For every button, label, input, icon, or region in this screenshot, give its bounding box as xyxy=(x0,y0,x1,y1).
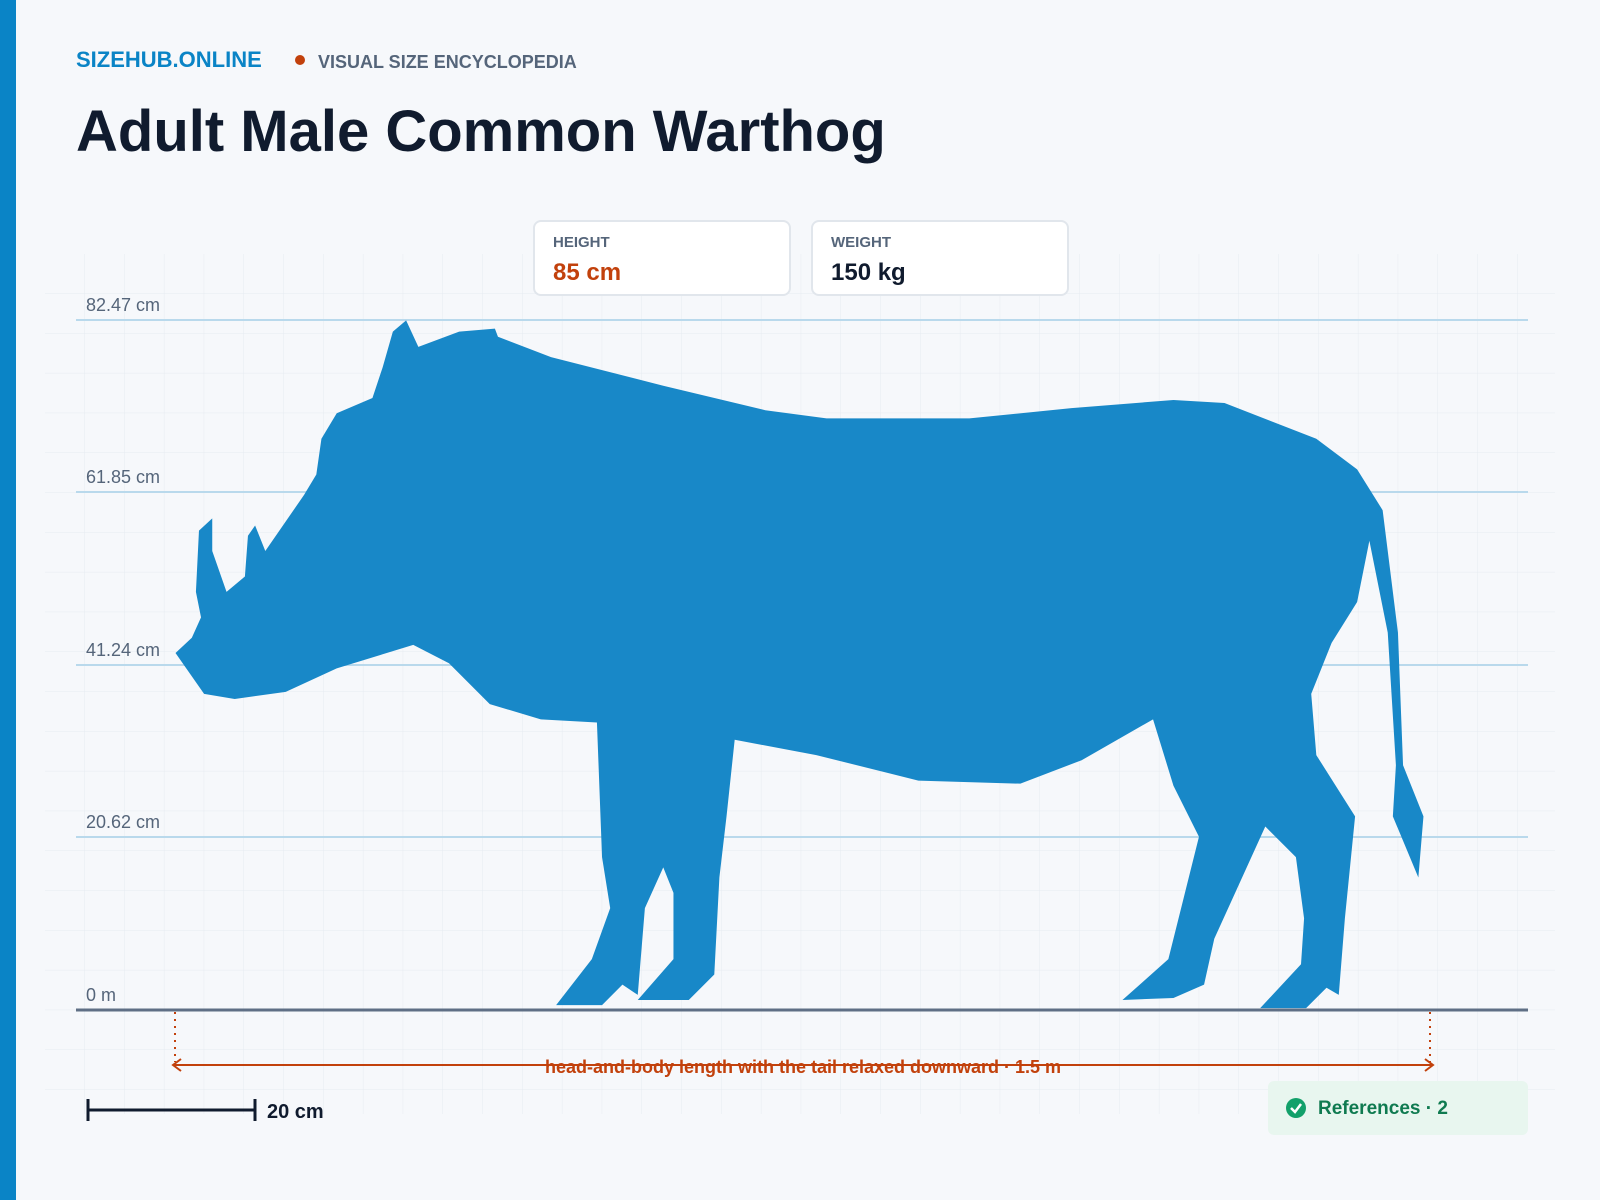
stat-value: 150 kg xyxy=(831,259,906,286)
page-title: Adult Male Common Warthog xyxy=(76,99,886,164)
references-label[interactable]: References · 2 xyxy=(1318,1098,1448,1119)
stat-card: HEIGHT 85 cm xyxy=(533,220,791,296)
check-icon xyxy=(1286,1098,1306,1118)
length-arrow xyxy=(171,1012,1435,1072)
tagline: VISUAL SIZE ENCYCLOPEDIA xyxy=(318,52,577,72)
length-label: head-and-body length with the tail relax… xyxy=(545,1057,1061,1077)
ruler-label: 0 m xyxy=(86,985,116,1005)
stat-card: WEIGHT 150 kg xyxy=(811,220,1069,296)
scale-bar-label: 20 cm xyxy=(267,1101,324,1123)
ruler-label: 61.85 cm xyxy=(86,467,160,487)
separator-dot xyxy=(295,55,305,65)
accent-bar xyxy=(0,0,16,1200)
stat-label: HEIGHT xyxy=(553,234,610,251)
stat-label: WEIGHT xyxy=(831,234,891,251)
scale-bar xyxy=(86,1099,257,1121)
references-button[interactable]: References · 2 xyxy=(1268,1081,1528,1135)
warthog-silhouette xyxy=(175,320,1424,1009)
stat-value: 85 cm xyxy=(553,259,622,286)
ruler-label: 20.62 cm xyxy=(86,812,160,832)
brand[interactable]: SIZEHUB.ONLINE xyxy=(76,47,262,72)
ruler-label: 82.47 cm xyxy=(86,295,160,315)
ruler-label: 41.24 cm xyxy=(86,640,160,660)
